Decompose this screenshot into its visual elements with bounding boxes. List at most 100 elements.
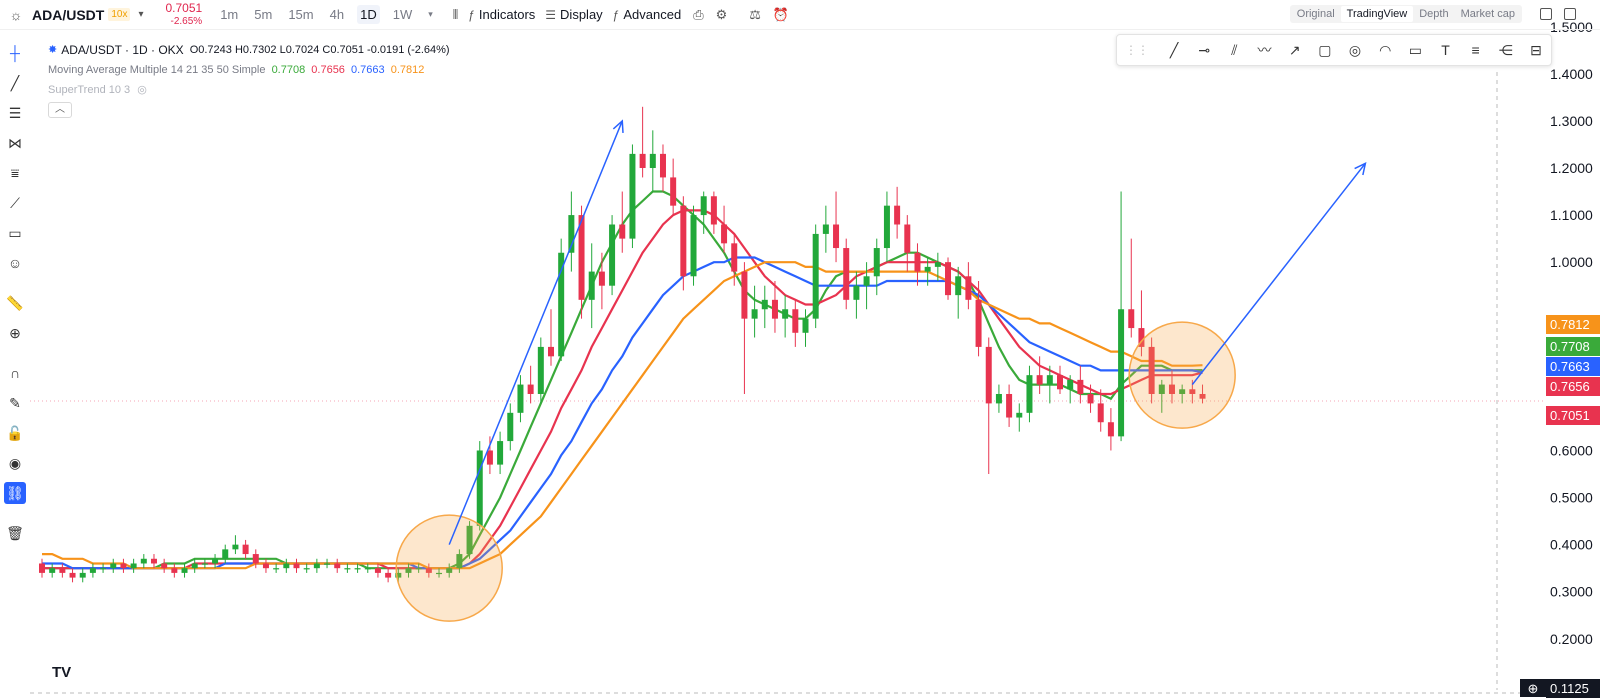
candle bbox=[262, 558, 269, 573]
candle bbox=[1138, 290, 1145, 357]
candle bbox=[39, 558, 45, 578]
candle-body bbox=[904, 224, 911, 253]
top-toolbar: ☼ ADA/USDT 10x ▾ 0.7051 -2.65% 1m 5m 15m… bbox=[0, 0, 1600, 30]
magnet-icon[interactable]: ∩ bbox=[9, 365, 21, 381]
text-tool-icon[interactable]: T bbox=[1441, 42, 1450, 58]
annotation-circle bbox=[1128, 321, 1236, 429]
tab-original[interactable]: Original bbox=[1296, 8, 1335, 20]
horizontal-ray-icon[interactable]: ⊸ bbox=[1198, 41, 1211, 58]
tf-4h[interactable]: 4h bbox=[329, 7, 345, 22]
polyline-tool-icon[interactable]: 〰 bbox=[1257, 42, 1272, 58]
candle-body bbox=[568, 215, 575, 253]
zoom-in-icon[interactable]: ⊕ bbox=[9, 324, 21, 341]
candle bbox=[690, 205, 697, 286]
candle bbox=[436, 568, 443, 578]
candle bbox=[303, 563, 310, 573]
fullscreen-icon[interactable] bbox=[1564, 8, 1576, 20]
eye-hidden-icon[interactable]: ◎ bbox=[137, 84, 147, 96]
channel-tool-icon[interactable]: ⫽ bbox=[1231, 41, 1238, 58]
tf-1d[interactable]: 1D bbox=[357, 5, 380, 24]
candle bbox=[1006, 384, 1013, 427]
leverage-badge: 10x bbox=[108, 8, 131, 21]
chart-legend: ✸ ADA/USDT · 1D · OKX O0.7243 H0.7302 L0… bbox=[48, 40, 450, 118]
candle bbox=[995, 384, 1002, 413]
indicators-button[interactable]: ƒ Indicators bbox=[468, 7, 535, 22]
tab-tradingview[interactable]: TradingView bbox=[1340, 6, 1414, 22]
legend-pair: ADA/USDT · 1D · OKX bbox=[61, 43, 184, 57]
alert-icon[interactable]: ⏰ bbox=[772, 6, 790, 22]
tf-15m[interactable]: 15m bbox=[288, 7, 314, 22]
line-tool-icon[interactable]: ╱ bbox=[1169, 41, 1179, 58]
candle-body bbox=[629, 153, 636, 239]
chevron-down-icon[interactable]: ▾ bbox=[138, 9, 144, 20]
candle bbox=[853, 271, 860, 319]
trash-icon[interactable]: 🗑 bbox=[6, 524, 24, 541]
display-button[interactable]: ☰ Display bbox=[545, 7, 602, 22]
tf-1m[interactable]: 1m bbox=[220, 7, 239, 22]
tf-5m[interactable]: 5m bbox=[254, 7, 273, 22]
candle bbox=[181, 563, 188, 578]
tradingview-logo-icon[interactable]: TV bbox=[52, 664, 72, 681]
comment-icon[interactable]: ▭ bbox=[8, 224, 22, 241]
price-axis[interactable]: 1.5000 1.4000 1.3000 1.2000 1.1000 1.0000 0.60… bbox=[1520, 19, 1600, 698]
fan-tool-icon[interactable]: ⋲ bbox=[1498, 41, 1513, 58]
ruler-icon[interactable]: 📏 bbox=[6, 294, 24, 311]
eye-icon[interactable]: ◉ bbox=[8, 454, 22, 471]
screenshot-icon[interactable]: ⎙ bbox=[693, 6, 704, 22]
projection-icon[interactable]: ⩸ bbox=[10, 164, 20, 181]
compare-icon[interactable]: ⚖ bbox=[749, 6, 761, 22]
trend-line-icon[interactable]: ╱ bbox=[10, 74, 20, 91]
ma50-value: 0.7812 bbox=[390, 64, 425, 76]
rectangle-tool-icon[interactable]: ▢ bbox=[1318, 41, 1332, 58]
range-tool-icon[interactable]: ⊟ bbox=[1530, 41, 1542, 58]
crosshair-icon[interactable]: ┼ bbox=[10, 45, 20, 61]
lock-icon[interactable]: 🔓 bbox=[6, 424, 24, 441]
candle-body bbox=[385, 572, 392, 578]
price-tag: 0.7812 bbox=[1546, 315, 1600, 334]
candle bbox=[313, 558, 320, 573]
circle-tool-icon[interactable]: ◎ bbox=[1348, 41, 1362, 58]
price-tag-label: 0.7812 bbox=[1550, 317, 1590, 332]
brush-icon[interactable]: ⟋ bbox=[10, 194, 20, 211]
emoji-icon[interactable]: ☺ bbox=[7, 255, 23, 271]
callout-tool-icon[interactable]: ▭ bbox=[1408, 41, 1422, 58]
fib-icon[interactable]: ☰ bbox=[8, 104, 22, 121]
curve-tool-icon[interactable]: ◠ bbox=[1379, 41, 1392, 58]
annotations[interactable] bbox=[395, 119, 1367, 622]
candle bbox=[548, 309, 554, 366]
collapse-legend-button[interactable]: ︿ bbox=[48, 102, 72, 118]
settings-sun-icon[interactable]: ☼ bbox=[9, 6, 23, 23]
legend-ma-row[interactable]: Moving Average Multiple 14 21 35 50 Simp… bbox=[48, 60, 450, 80]
symbol-name[interactable]: ADA/USDT bbox=[32, 6, 105, 23]
legend-ohlc: O0.7243 H0.7302 L0.7024 C0.7051 -0.0191 … bbox=[189, 44, 450, 56]
candle bbox=[425, 563, 432, 578]
candle-body bbox=[965, 276, 972, 300]
candle bbox=[527, 365, 534, 404]
drag-handle-icon[interactable]: ⋮⋮ bbox=[1125, 43, 1149, 57]
tab-market-cap[interactable]: Market cap bbox=[1460, 8, 1515, 20]
candle bbox=[537, 337, 544, 404]
candle-body bbox=[171, 568, 178, 573]
legend-symbol-row: ✸ ADA/USDT · 1D · OKX O0.7243 H0.7302 L0… bbox=[48, 40, 450, 60]
link-icon[interactable]: ⛓ bbox=[4, 482, 26, 504]
candle bbox=[415, 563, 422, 573]
candle-body bbox=[721, 224, 728, 244]
candle-body bbox=[49, 568, 56, 573]
legend-supertrend-row[interactable]: SuperTrend 10 3 ◎ bbox=[48, 80, 450, 100]
candle-body bbox=[59, 568, 66, 573]
arrow-tool-icon[interactable]: ↗ bbox=[1288, 41, 1301, 58]
layout-icon[interactable] bbox=[1540, 8, 1552, 20]
advanced-button[interactable]: ƒ Advanced bbox=[613, 7, 682, 22]
fib-tool-icon[interactable]: ≡ bbox=[1471, 42, 1480, 58]
tf-1w[interactable]: 1W bbox=[392, 7, 413, 22]
candle-body bbox=[1199, 393, 1206, 399]
candle bbox=[659, 144, 666, 192]
chevron-down-icon[interactable]: ▾ bbox=[428, 9, 433, 19]
pencil-lock-icon[interactable]: ✎ bbox=[9, 394, 21, 411]
chart-type-icon[interactable]: ⫴ bbox=[452, 6, 459, 22]
pattern-icon[interactable]: ⋈ bbox=[8, 134, 22, 151]
y-tick-label: 1.0000 bbox=[1550, 254, 1593, 270]
gear-icon[interactable]: ⚙ bbox=[715, 6, 728, 22]
tab-depth[interactable]: Depth bbox=[1419, 8, 1449, 20]
